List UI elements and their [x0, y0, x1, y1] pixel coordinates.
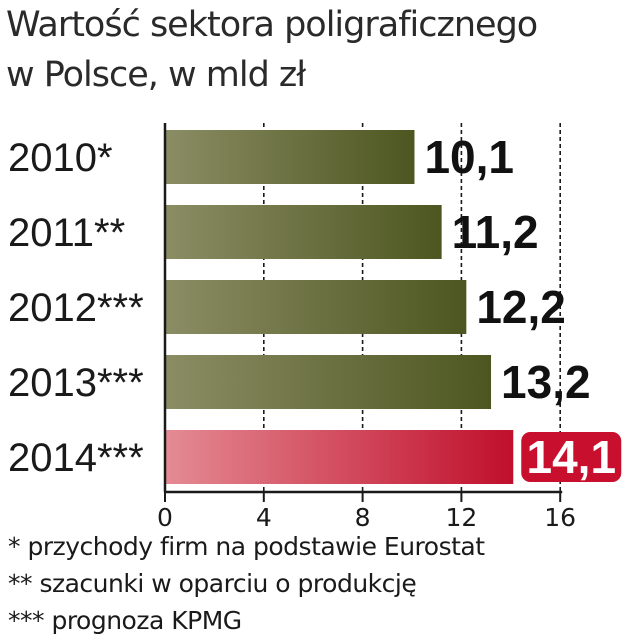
value-label-1: 11,2: [452, 206, 539, 258]
bar-3: [165, 355, 492, 409]
bar-0: [165, 130, 415, 184]
x-tick-label-12: 12: [445, 503, 477, 532]
category-label-1: 2011**: [8, 211, 125, 255]
x-tick-label-16: 16: [544, 503, 576, 532]
footnote-3: *** prognoza KPMG: [8, 606, 242, 635]
chart-title-line-2: w Polsce, w mld zł: [6, 55, 306, 95]
value-label-4: 14,1: [527, 431, 617, 483]
bar-1: [165, 205, 442, 259]
x-tick-label-0: 0: [157, 503, 173, 532]
category-label-2: 2012***: [8, 286, 144, 330]
category-label-3: 2013***: [8, 361, 144, 405]
value-label-2: 12,2: [476, 281, 566, 333]
value-label-3: 13,2: [501, 356, 591, 408]
bar-4: [165, 430, 514, 484]
footnote-1: * przychody firm na podstawie Eurostat: [8, 532, 485, 561]
footnote-2: ** szacunki w oparciu o produkcję: [8, 569, 417, 598]
x-tick-label-8: 8: [355, 503, 371, 532]
bar-2: [165, 280, 467, 334]
labels: 2010* 10,1 2011** 11,2 2012*** 12,2 2013*** 13,…: [8, 131, 622, 483]
footnotes: * przychody firm na podstawie Eurostat *…: [8, 528, 638, 639]
value-label-0: 10,1: [424, 131, 514, 183]
chart-title: Wartość sektora poligraficznego w Polsce…: [6, 0, 636, 100]
x-axis: 0 4 8 12 16: [157, 123, 576, 532]
x-tick-label-4: 4: [256, 503, 272, 532]
category-label-0: 2010*: [8, 136, 113, 180]
bars: [165, 130, 514, 484]
highlight-value-badge: [521, 432, 622, 482]
chart-title-line-1: Wartość sektora poligraficznego: [6, 5, 538, 45]
category-label-4: 2014***: [8, 436, 144, 480]
